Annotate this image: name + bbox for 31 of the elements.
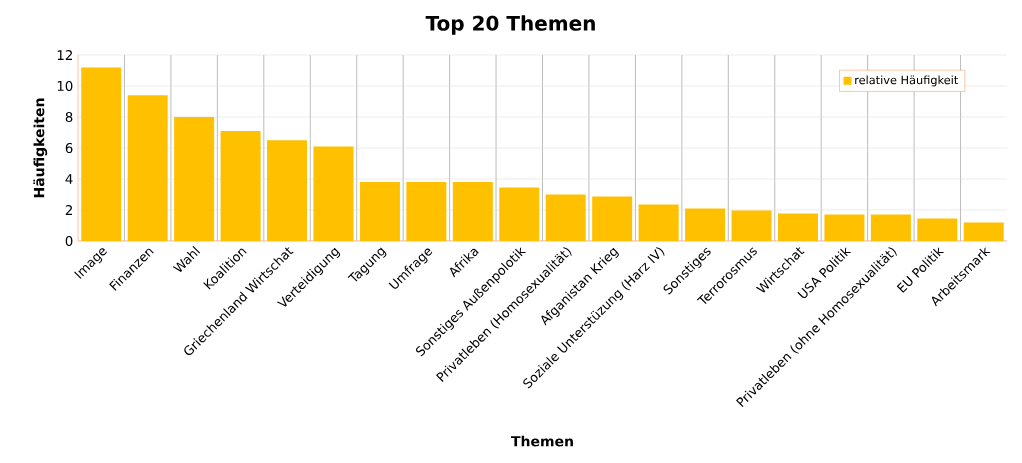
x-axis-title: Themen — [511, 435, 573, 447]
y-tick-label: 2 — [65, 205, 72, 215]
legend-label: relative Häufigkeit — [855, 75, 959, 87]
bar — [174, 116, 215, 241]
y-tick-label: 0 — [65, 235, 73, 247]
bar — [963, 222, 1004, 241]
bar — [452, 182, 493, 241]
bar — [917, 218, 958, 241]
bar — [406, 182, 447, 241]
bar — [220, 130, 261, 241]
bar — [127, 95, 168, 241]
bar — [777, 213, 818, 241]
bar — [824, 214, 865, 241]
bar — [638, 204, 679, 241]
chart-title: Top 20 Themen — [425, 15, 595, 35]
bar — [731, 210, 772, 241]
bar — [545, 194, 586, 241]
bar — [592, 196, 633, 241]
bar — [267, 140, 308, 241]
y-tick-label: 8 — [65, 111, 73, 123]
bar — [81, 67, 122, 241]
bar — [359, 182, 400, 241]
y-tick-label: 12 — [57, 50, 72, 60]
y-axis-title: Häufigkeiten — [33, 98, 48, 198]
bar — [685, 208, 726, 241]
bar — [870, 214, 911, 241]
y-tick-label: 10 — [57, 80, 73, 92]
y-tick-label: 6 — [65, 142, 73, 154]
bar — [313, 146, 354, 241]
y-tick-label: 4 — [65, 174, 73, 184]
bar — [499, 187, 540, 241]
